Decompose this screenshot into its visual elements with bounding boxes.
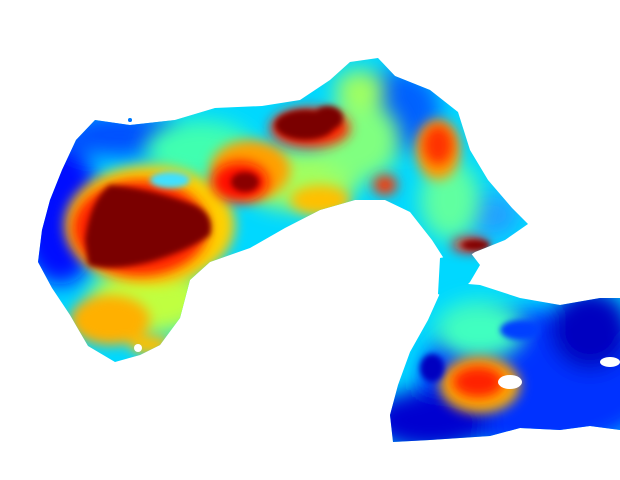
heatmap-canvas [38, 58, 620, 442]
heatmap-figure [38, 58, 620, 442]
heatmap-field [38, 58, 620, 442]
